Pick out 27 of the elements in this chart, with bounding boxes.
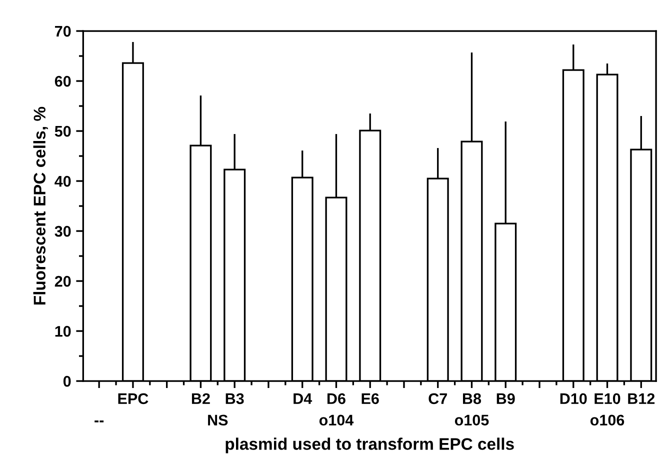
x-tick-label: EPC (118, 393, 148, 404)
x-tick-label: B2 (192, 393, 210, 404)
y-axis-title: Fluorescent EPC cells, % (33, 106, 48, 304)
x-tick-label: D6 (327, 393, 346, 404)
x-tick-label: E6 (362, 393, 379, 404)
x-tick-label: D4 (294, 393, 312, 404)
y-tick-label: 10 (55, 326, 71, 337)
y-tick-label: 50 (54, 126, 71, 137)
y-tick-label: 30 (54, 226, 71, 237)
text: NS (208, 414, 228, 426)
text: o106 (590, 414, 624, 426)
text: o104 (319, 414, 354, 426)
text: -- (94, 420, 104, 422)
x-axis-title: plasmid used to transform EPC cells (226, 438, 514, 454)
x-tick-label: D10 (560, 393, 587, 404)
text: o105 (454, 414, 489, 426)
x-tick-label: B9 (496, 393, 515, 404)
x-tick-label: E10 (594, 393, 620, 404)
y-tick-label: 0 (63, 376, 71, 387)
x-tick-label: B8 (463, 393, 482, 404)
x-tick-label: B12 (628, 393, 655, 404)
x-tick-label: B3 (226, 393, 244, 404)
x-tick-label: C7 (428, 393, 447, 404)
y-tick-label: 20 (54, 276, 71, 287)
y-tick-label: 70 (55, 26, 71, 37)
y-tick-label: 60 (54, 76, 71, 87)
y-tick-label: 40 (54, 176, 71, 187)
